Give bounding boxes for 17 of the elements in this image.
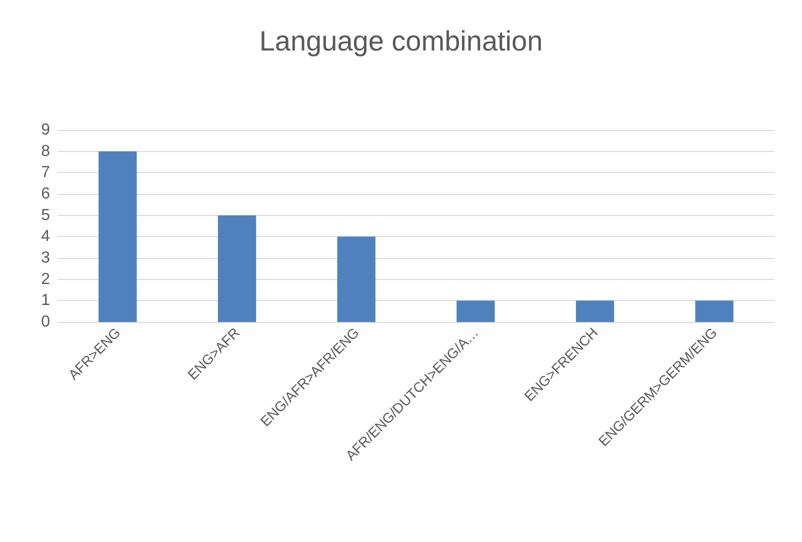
y-tick-label: 2 xyxy=(41,270,50,288)
y-tick-label: 4 xyxy=(41,228,50,246)
bar xyxy=(576,300,614,322)
y-tick-label: 6 xyxy=(41,186,50,202)
y-tick-label: 3 xyxy=(41,250,50,266)
bar xyxy=(98,151,137,322)
y-tick-label: 9 xyxy=(41,122,50,138)
bar xyxy=(695,300,734,322)
bar xyxy=(456,300,495,322)
y-tick-label: 8 xyxy=(41,142,50,160)
y-tick-label: 7 xyxy=(41,164,50,182)
y-tick-label: 1 xyxy=(41,292,50,310)
chart-title: Language combination xyxy=(259,26,543,56)
bar xyxy=(337,236,376,322)
bar xyxy=(218,215,256,322)
y-tick-label: 5 xyxy=(41,206,50,224)
y-tick-label: 0 xyxy=(41,314,50,330)
